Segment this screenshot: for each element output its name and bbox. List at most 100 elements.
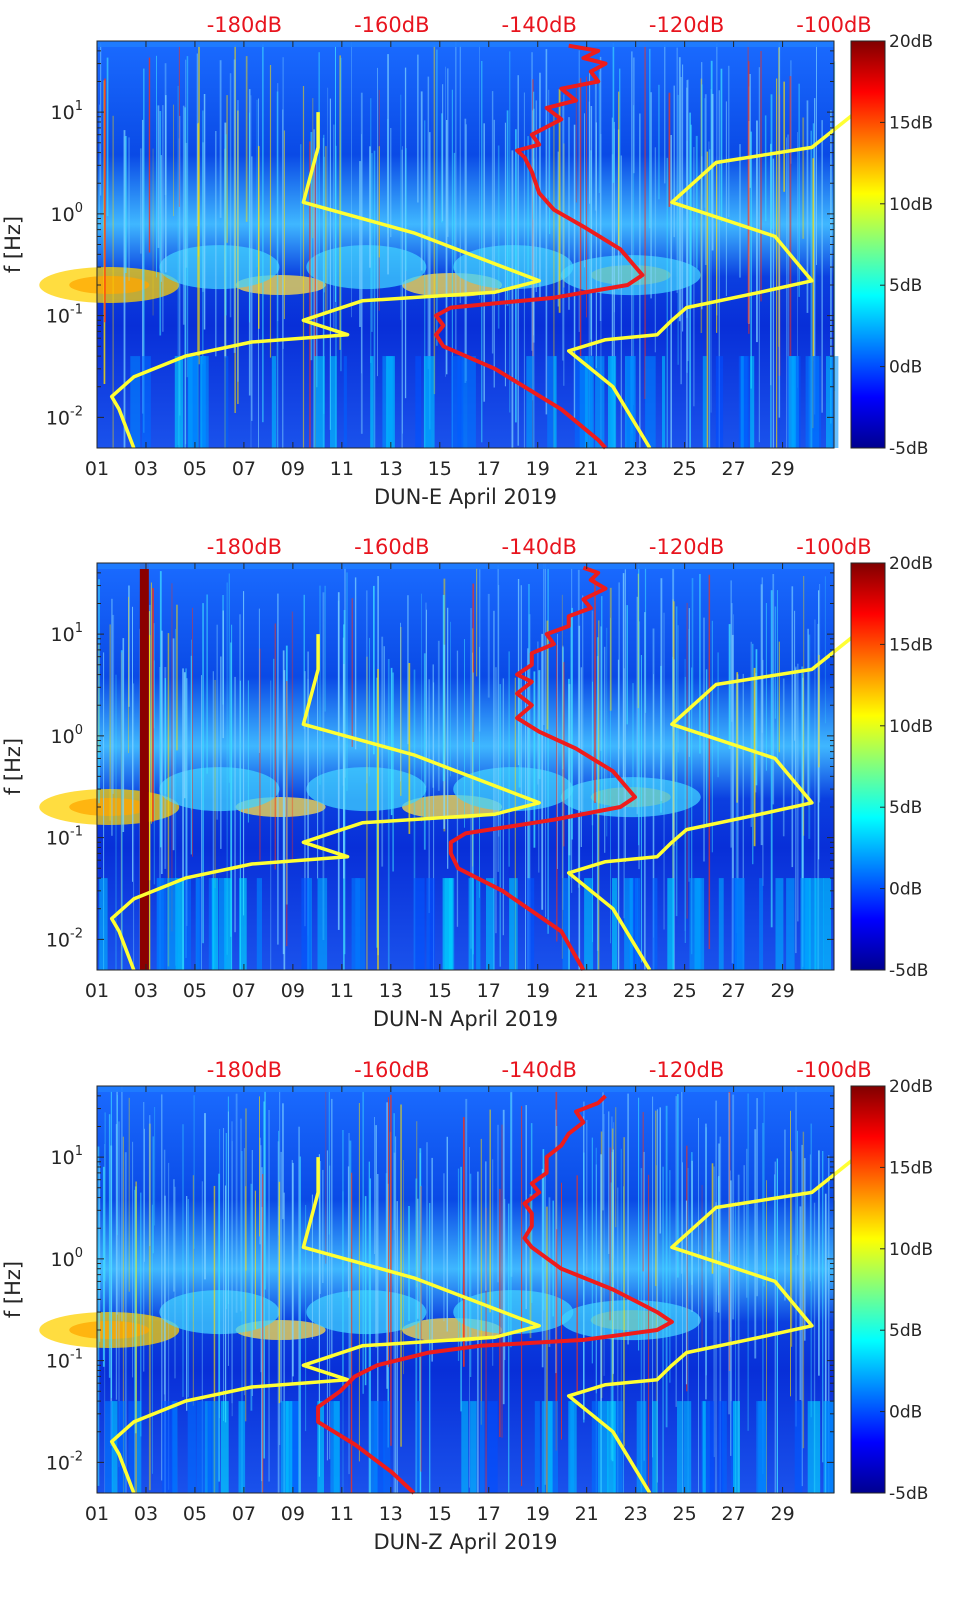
streak — [226, 582, 228, 955]
x-tick-label: 09 — [281, 458, 305, 480]
streak — [426, 1142, 428, 1321]
streak — [760, 51, 762, 302]
streak — [762, 659, 764, 886]
streak — [563, 662, 565, 847]
streak — [128, 137, 130, 281]
streak — [477, 1171, 479, 1493]
low-band-block — [708, 1401, 715, 1493]
streak — [598, 71, 600, 193]
streak — [441, 113, 443, 223]
streak — [622, 573, 625, 779]
x-tick-label: 01 — [85, 980, 109, 1002]
energy-patch — [306, 245, 427, 290]
x-tick-label: 15 — [428, 458, 452, 480]
low-band-block — [212, 878, 218, 970]
streak — [732, 1094, 735, 1320]
streak — [100, 43, 102, 196]
streak — [268, 1110, 270, 1482]
streak — [666, 157, 668, 448]
y-axis-title: f [Hz] — [1, 216, 25, 273]
streak — [231, 624, 233, 970]
low-band-block — [591, 1401, 599, 1493]
streak — [778, 47, 780, 347]
streak — [656, 1109, 658, 1483]
low-band-block — [99, 878, 108, 970]
low-band-block — [758, 1401, 766, 1493]
low-band-block — [370, 1401, 378, 1493]
low-band-block — [413, 878, 425, 970]
streak — [203, 94, 206, 330]
streak — [786, 137, 787, 448]
streak — [728, 65, 730, 218]
streak — [377, 669, 379, 970]
streak — [591, 1137, 593, 1364]
streak — [527, 648, 529, 970]
streak — [595, 1147, 597, 1493]
top-axis-label: -120dB — [649, 13, 724, 37]
streak — [545, 563, 546, 917]
streak — [546, 1206, 548, 1493]
streak — [183, 672, 186, 799]
colorbar-tick-label: 10dB — [889, 195, 933, 215]
streak — [814, 619, 816, 970]
streak — [366, 656, 368, 970]
low-band-block — [218, 878, 227, 970]
streak — [173, 1179, 175, 1292]
colorbar-tick-label: 20dB — [889, 554, 933, 574]
low-band-block — [178, 356, 184, 448]
low-band-block — [636, 1401, 647, 1493]
streak — [314, 157, 316, 448]
streak — [186, 678, 188, 926]
streak — [691, 578, 694, 706]
streak — [359, 161, 361, 327]
low-band-block — [531, 356, 535, 448]
streak — [556, 645, 558, 942]
streak — [264, 1091, 266, 1290]
low-band-block — [514, 878, 518, 970]
streak — [728, 624, 731, 749]
streak — [563, 94, 565, 386]
streak — [178, 45, 180, 207]
low-band-block — [759, 878, 764, 970]
streak — [695, 135, 698, 269]
streak — [460, 1166, 462, 1412]
low-band-block — [374, 1401, 385, 1493]
streak — [601, 596, 603, 810]
colorbar — [850, 40, 886, 449]
low-band-block — [442, 878, 453, 970]
streak — [752, 643, 754, 865]
streak — [546, 620, 549, 730]
streak — [403, 1160, 404, 1375]
x-tick-label: 03 — [134, 1503, 158, 1525]
streak — [819, 584, 821, 803]
streak — [134, 1189, 136, 1493]
streak — [202, 603, 204, 944]
colorbar-tick-label: 10dB — [889, 1240, 933, 1260]
streak — [555, 1109, 557, 1374]
streak — [168, 1162, 170, 1490]
top-axis-label: -140dB — [501, 13, 576, 37]
streak — [504, 1198, 506, 1360]
streak — [609, 1147, 611, 1321]
streak — [750, 641, 752, 827]
streak — [660, 578, 663, 801]
streak — [762, 1122, 764, 1474]
streak — [369, 637, 370, 777]
streak — [278, 1130, 280, 1236]
transient-streaks — [99, 41, 839, 449]
colorbar-tick-label: 15dB — [889, 635, 933, 655]
top-band — [97, 1086, 834, 1092]
streak — [112, 614, 115, 794]
low-band-block — [239, 878, 247, 970]
streak — [280, 1151, 282, 1403]
panel-1: 01 03 05 07 09 11 13 15 17 19 21 23 25 27 29-180dB -160… — [1, 13, 933, 509]
low-band-block — [534, 1401, 540, 1493]
streak — [256, 99, 258, 268]
streak — [527, 136, 529, 287]
streak — [254, 1190, 256, 1330]
streak — [807, 628, 809, 803]
streak — [319, 585, 321, 785]
low-band-block — [330, 1401, 340, 1493]
streak — [552, 1200, 554, 1317]
streak — [152, 1136, 154, 1254]
